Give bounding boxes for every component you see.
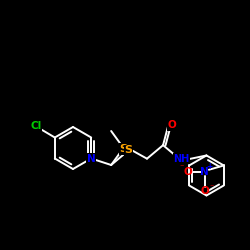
- Text: S: S: [124, 146, 132, 156]
- Text: ⁻: ⁻: [180, 162, 184, 171]
- Text: NH: NH: [173, 154, 189, 164]
- Text: N: N: [87, 154, 96, 164]
- Text: O: O: [168, 120, 176, 130]
- Text: N: N: [200, 167, 209, 177]
- Text: S: S: [120, 144, 128, 154]
- Text: +: +: [207, 162, 213, 171]
- Text: O: O: [200, 186, 209, 196]
- Text: O: O: [184, 167, 192, 177]
- Text: Cl: Cl: [30, 121, 41, 131]
- Text: ⁻: ⁻: [210, 182, 214, 191]
